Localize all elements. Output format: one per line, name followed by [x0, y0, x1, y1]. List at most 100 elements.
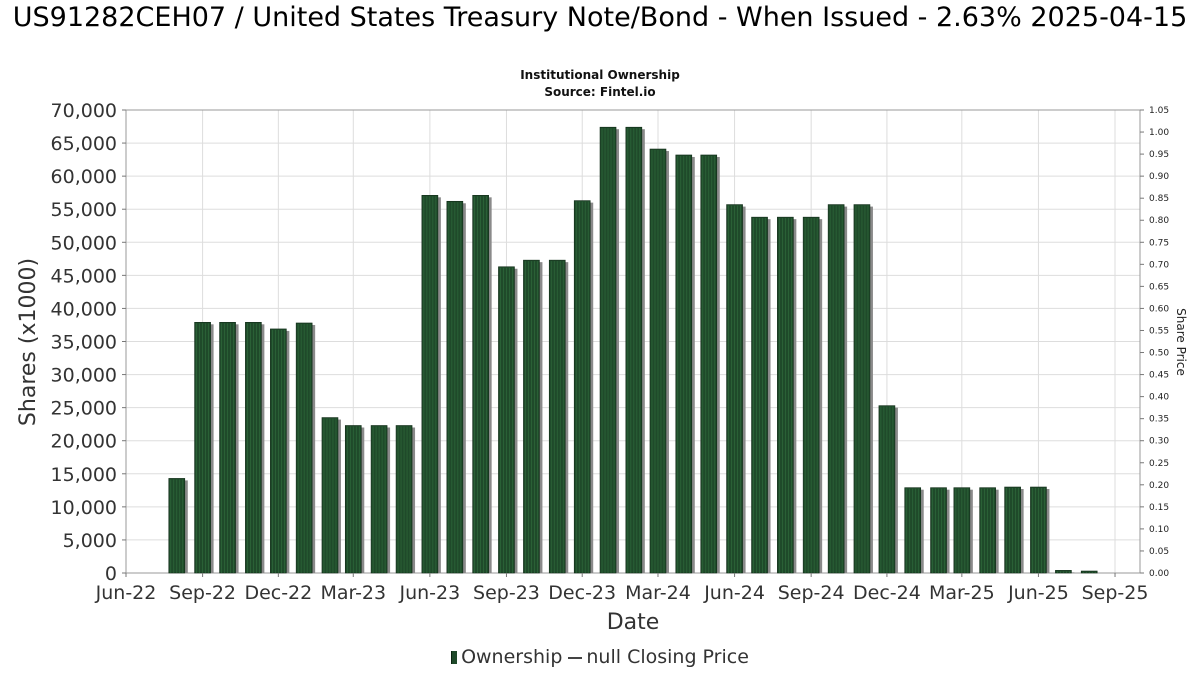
- ownership-bar: [802, 216, 823, 574]
- x-tick-label: Mar-23: [320, 582, 386, 604]
- y2-tick-label: 0.35: [1149, 415, 1169, 425]
- ownership-bar: [498, 266, 518, 574]
- ownership-bar: [219, 322, 239, 574]
- y2-tick-label: 0.60: [1149, 304, 1169, 314]
- ownership-bar: [344, 425, 365, 574]
- x-tick-label: Sep-24: [778, 582, 845, 604]
- y-tick-label: 5,000: [63, 530, 117, 552]
- ownership-bar: [777, 216, 797, 574]
- y2-tick-label: 1.05: [1149, 106, 1169, 116]
- y2-tick-label: 0.50: [1149, 349, 1169, 359]
- ownership-bar: [675, 154, 695, 574]
- x-tick-label: Jun-24: [703, 582, 765, 604]
- ownership-bar: [827, 204, 848, 574]
- y-axis-ticks: 0 5,000 10,000 15,000 20,000 25,000 30,000 35,0…: [51, 100, 126, 585]
- y2-tick-label: 0.10: [1149, 525, 1169, 535]
- y2-tick-label: 0.70: [1149, 260, 1169, 270]
- y-tick-label: 25,000: [51, 398, 117, 420]
- ownership-bar: [321, 417, 341, 574]
- y2-tick-label: 0.95: [1149, 150, 1169, 160]
- y2-tick-label: 0.30: [1149, 437, 1169, 447]
- ownership-bar: [1004, 486, 1024, 574]
- ownership-bar: [421, 195, 441, 574]
- y2-axis-ticks: 0.00 0.05 0.10 0.15 0.20 0.25 0.30 0.35 0.40 0.45…: [1140, 106, 1169, 579]
- chart-source: Source: Fintel.io: [544, 85, 656, 99]
- ownership-bar: [472, 195, 492, 574]
- y2-tick-label: 0.40: [1149, 393, 1169, 403]
- y-tick-label: 0: [105, 563, 117, 585]
- ownership-bar: [1055, 570, 1075, 574]
- ownership-bar: [700, 154, 720, 574]
- y2-tick-label: 0.15: [1149, 503, 1169, 513]
- ownership-bar: [446, 200, 466, 574]
- chart-subtitle: Institutional Ownership: [520, 68, 680, 82]
- y2-tick-label: 1.00: [1149, 128, 1169, 138]
- x-tick-label: Dec-22: [244, 582, 312, 604]
- y2-tick-label: 0.55: [1149, 326, 1169, 336]
- ownership-bar: [270, 328, 290, 574]
- ownership-bar: [1030, 486, 1050, 574]
- ownership-bar: [649, 148, 669, 574]
- y-axis-title: Shares (x1000): [16, 258, 41, 426]
- ownership-bar: [523, 259, 543, 574]
- ownership-bar: [168, 478, 188, 574]
- ownership-bar: [599, 126, 620, 574]
- x-axis-ticks: Jun-22 Sep-22 Dec-22 Mar-23 Jun-23 Sep-23 Dec-…: [95, 573, 1149, 604]
- ownership-bar: [930, 487, 950, 574]
- y-tick-label: 35,000: [51, 332, 117, 354]
- price-line-icon: [568, 656, 583, 659]
- y2-tick-label: 0.45: [1149, 371, 1169, 381]
- y-tick-label: 15,000: [51, 464, 117, 486]
- y-tick-label: 70,000: [51, 100, 117, 122]
- y2-tick-label: 0.20: [1149, 481, 1169, 491]
- ownership-bar: [370, 425, 391, 574]
- x-axis-title: Date: [607, 610, 660, 635]
- y-tick-label: 50,000: [51, 232, 117, 254]
- x-tick-label: Dec-24: [853, 582, 921, 604]
- y2-tick-label: 0.05: [1149, 547, 1169, 557]
- ownership-bar: [573, 200, 594, 574]
- x-tick-label: Mar-24: [625, 582, 691, 604]
- y2-tick-label: 0.80: [1149, 216, 1169, 226]
- x-tick-label: Sep-22: [169, 582, 236, 604]
- ownership-bar: [751, 216, 771, 574]
- y-tick-label: 40,000: [51, 298, 117, 320]
- y-tick-label: 45,000: [51, 265, 117, 287]
- y2-tick-label: 0.00: [1149, 569, 1169, 579]
- x-tick-label: Jun-22: [95, 582, 157, 604]
- legend: Ownership null Closing Price: [0, 646, 1200, 668]
- chart-title: US91282CEH07 / United States Treasury No…: [12, 2, 1188, 33]
- legend-price-label: null Closing Price: [586, 646, 749, 668]
- ownership-bar: [295, 322, 316, 574]
- ownership-bar: [878, 405, 898, 574]
- x-tick-label: Sep-25: [1082, 582, 1149, 604]
- y-tick-label: 20,000: [51, 431, 117, 453]
- ownership-bar: [953, 487, 973, 574]
- ownership-bar: [194, 322, 214, 574]
- bars-layer: [168, 126, 1098, 574]
- y2-tick-label: 0.75: [1149, 238, 1169, 248]
- y-tick-label: 65,000: [51, 133, 117, 155]
- y-tick-label: 10,000: [51, 497, 117, 519]
- y2-tick-label: 0.25: [1149, 459, 1169, 469]
- x-tick-label: Dec-23: [548, 582, 616, 604]
- y-tick-label: 30,000: [51, 365, 117, 387]
- y2-tick-label: 0.90: [1149, 172, 1169, 182]
- ownership-bar: [726, 204, 746, 574]
- legend-ownership-label: Ownership: [461, 646, 563, 668]
- y2-tick-label: 0.65: [1149, 282, 1169, 292]
- x-tick-label: Jun-23: [398, 582, 460, 604]
- y-tick-label: 55,000: [51, 199, 117, 221]
- ownership-bar: [904, 487, 924, 574]
- y2-tick-label: 0.85: [1149, 194, 1169, 204]
- ownership-bar: [625, 126, 645, 574]
- x-tick-label: Mar-25: [929, 582, 995, 604]
- x-tick-label: Jun-25: [1007, 582, 1069, 604]
- ownership-bar: [548, 259, 569, 574]
- y2-axis-title: Share Price: [1174, 308, 1188, 376]
- ownership-bar: [395, 425, 416, 574]
- y-tick-label: 60,000: [51, 166, 117, 188]
- ownership-bar: [979, 487, 999, 574]
- ownership-bar: [245, 322, 265, 574]
